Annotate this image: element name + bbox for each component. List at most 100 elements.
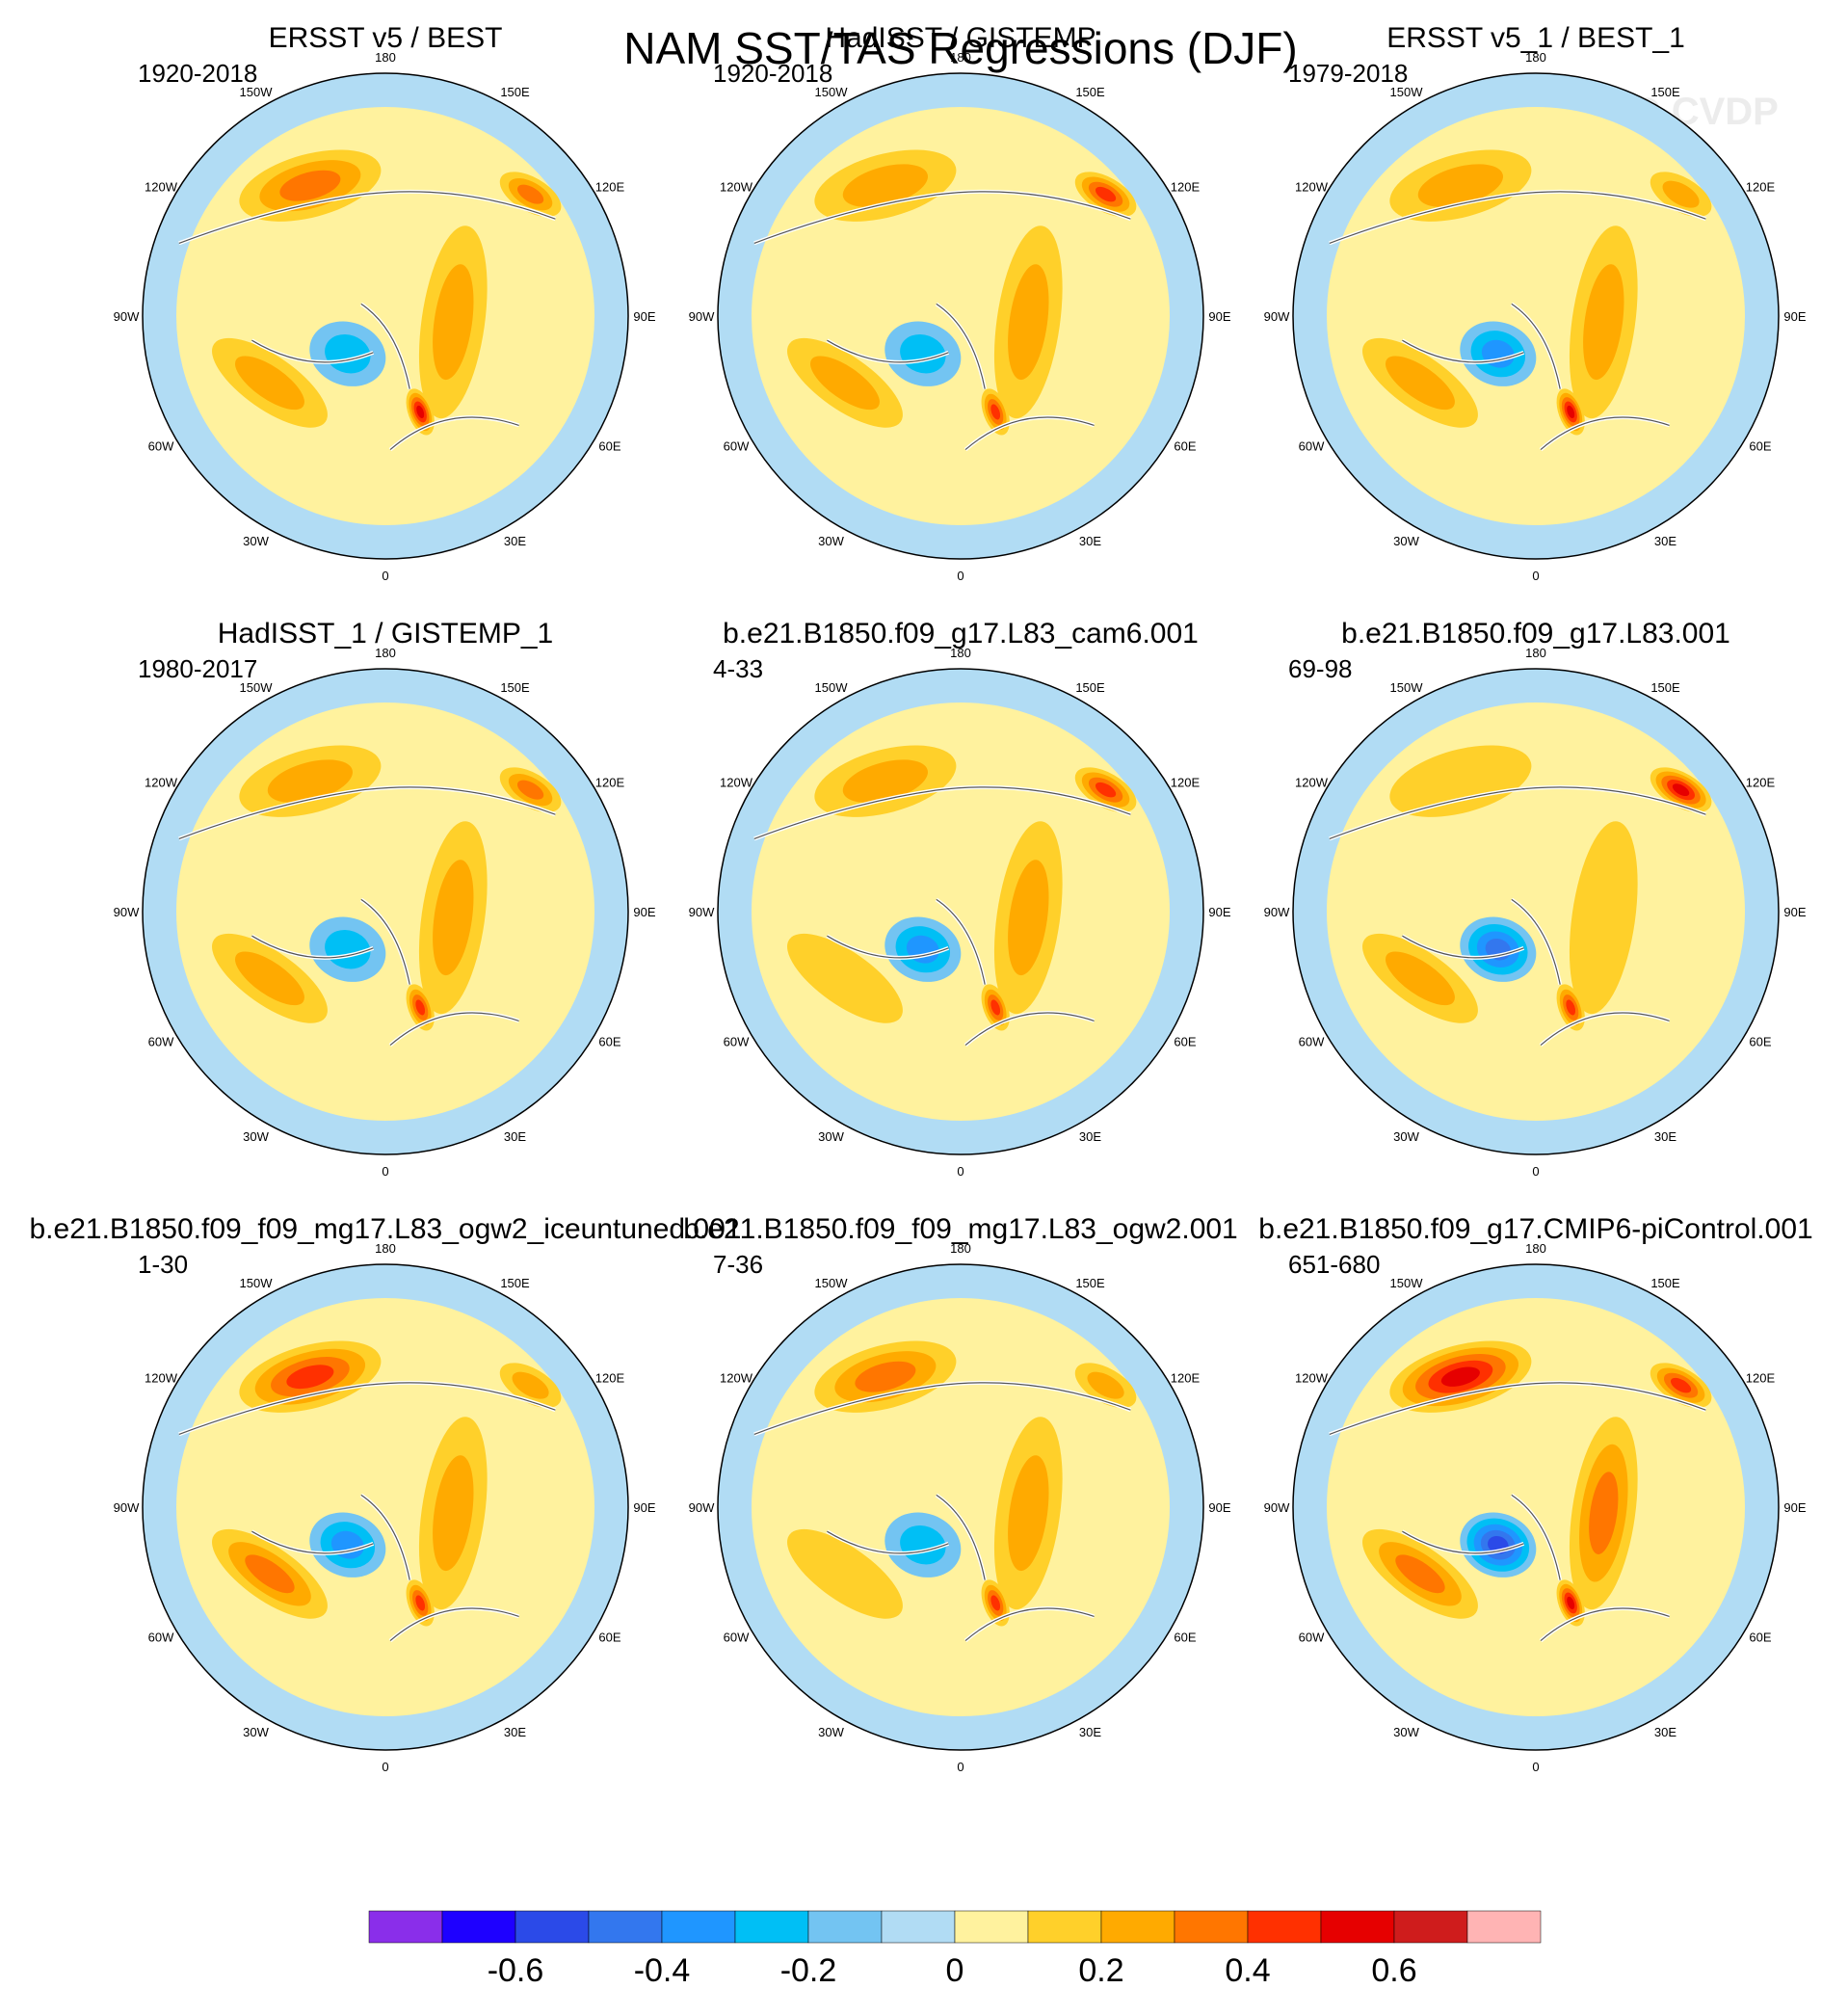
panel-title: b.e21.B1850.f09_g17.L83_cam6.001 bbox=[723, 618, 1199, 650]
panel-title: b.e21.B1850.f09_f09_mg17.L83_ogw2.001 bbox=[683, 1213, 1238, 1245]
map-panel: 180 150E 120E 90E 60E 30E 0 30W 60W 90W 120W 150W Ha… bbox=[689, 22, 1231, 583]
longitude-label: 60E bbox=[598, 439, 620, 454]
panel-years: 1980-2017 bbox=[138, 654, 257, 683]
panel-years: 1920-2018 bbox=[138, 59, 257, 88]
panel-title: HadISST_1 / GISTEMP_1 bbox=[218, 618, 553, 650]
longitude-label: 30E bbox=[1654, 1129, 1676, 1144]
map-panel: 180 150E 120E 90E 60E 30E 0 30W 60W 90W 120W 150W b.… bbox=[1258, 1213, 1812, 1774]
longitude-label: 30E bbox=[504, 1129, 526, 1144]
map-border bbox=[142, 72, 629, 560]
longitude-label: 180 bbox=[950, 1241, 971, 1256]
longitude-label: 60W bbox=[1299, 1631, 1325, 1645]
longitude-label: 120W bbox=[1295, 776, 1329, 790]
longitude-label: 120E bbox=[595, 776, 625, 790]
anomaly-contour bbox=[1569, 821, 1638, 1015]
longitude-label: 60E bbox=[1749, 439, 1771, 454]
map-panel: 180 150E 120E 90E 60E 30E 0 30W 60W 90W 120W 150W ER… bbox=[114, 22, 656, 583]
colorbar-swatch bbox=[515, 1910, 590, 1944]
colorbar-swatch bbox=[1320, 1910, 1395, 1944]
colorbar-swatch bbox=[954, 1910, 1029, 1944]
colorbar-swatch bbox=[1174, 1910, 1249, 1944]
longitude-label: 30W bbox=[818, 1725, 844, 1739]
longitude-label: 150E bbox=[500, 680, 530, 695]
coastline bbox=[753, 191, 1131, 451]
anomaly-contour bbox=[1417, 164, 1503, 208]
panel-years: 1979-2018 bbox=[1288, 59, 1408, 88]
longitude-label: 150E bbox=[1650, 680, 1680, 695]
colorbar-tick-label: -0.4 bbox=[634, 1952, 691, 1989]
longitude-label: 150E bbox=[500, 1276, 530, 1290]
anomaly-contour bbox=[990, 404, 1001, 420]
anomaly-contour bbox=[433, 264, 474, 381]
longitude-label: 60E bbox=[598, 1631, 620, 1645]
anomaly-contour bbox=[1095, 186, 1117, 202]
coastline bbox=[753, 786, 1131, 1047]
longitude-label: 120W bbox=[145, 776, 178, 790]
longitude-label: 120E bbox=[1171, 776, 1201, 790]
longitude-label: 90W bbox=[114, 905, 140, 919]
anomaly-contour bbox=[1440, 1366, 1480, 1387]
colorbar-swatch bbox=[368, 1910, 443, 1944]
longitude-label: 60W bbox=[148, 1035, 174, 1049]
longitude-label: 30E bbox=[1079, 1725, 1101, 1739]
longitude-label: 60W bbox=[148, 1631, 174, 1645]
map-panels: 180 150E 120E 90E 60E 30E 0 30W 60W 90W 120W 150W ER… bbox=[30, 22, 1813, 1774]
panel-title: HadISST / GISTEMP bbox=[825, 22, 1096, 54]
anomaly-contour bbox=[1386, 356, 1455, 411]
panel-title: ERSST v5 / BEST bbox=[269, 22, 503, 54]
longitude-label: 60E bbox=[1749, 1035, 1771, 1049]
longitude-label: 180 bbox=[375, 646, 396, 660]
anomaly-contour bbox=[516, 184, 544, 204]
coastline bbox=[178, 1382, 556, 1642]
colorbar-swatch bbox=[661, 1910, 736, 1944]
longitude-label: 150W bbox=[1390, 85, 1424, 99]
panel-title: b.e21.B1850.f09_f09_mg17.L83_ogw2_iceunt… bbox=[30, 1213, 742, 1245]
longitude-label: 30E bbox=[504, 534, 526, 548]
longitude-label: 0 bbox=[382, 569, 388, 583]
panel-years: 1920-2018 bbox=[713, 59, 832, 88]
longitude-label: 120E bbox=[1746, 776, 1776, 790]
colorbar-swatch bbox=[1393, 1910, 1468, 1944]
map-border bbox=[1292, 668, 1780, 1155]
anomaly-contour bbox=[1008, 860, 1049, 976]
colorbar-tick-label: 0 bbox=[946, 1952, 964, 1989]
longitude-label: 0 bbox=[1532, 1760, 1539, 1774]
longitude-label: 90E bbox=[1783, 309, 1806, 324]
anomaly-contour bbox=[1386, 951, 1455, 1006]
longitude-label: 120W bbox=[1295, 1371, 1329, 1386]
anomaly-contour bbox=[1566, 999, 1576, 1016]
anomaly-contour bbox=[1395, 1554, 1445, 1594]
regression-field bbox=[143, 669, 628, 1154]
anomaly-contour bbox=[286, 1365, 334, 1390]
anomaly-contour bbox=[1008, 264, 1049, 381]
longitude-label: 60W bbox=[724, 439, 750, 454]
panel-years: 651-680 bbox=[1288, 1250, 1380, 1279]
panel-title: ERSST v5_1 / BEST_1 bbox=[1386, 22, 1685, 54]
anomaly-contour bbox=[1095, 782, 1117, 798]
longitude-label: 60W bbox=[724, 1631, 750, 1645]
anomaly-contour bbox=[842, 759, 928, 804]
anomaly-contour bbox=[787, 1528, 903, 1619]
longitude-label: 150E bbox=[1075, 680, 1105, 695]
anomaly-contour bbox=[990, 1595, 1001, 1611]
colorbar-swatch bbox=[734, 1910, 809, 1944]
anomaly-contour bbox=[433, 860, 474, 976]
colorbar-swatch bbox=[1247, 1910, 1322, 1944]
colorbar-swatch bbox=[881, 1910, 956, 1944]
longitude-label: 0 bbox=[957, 1760, 964, 1774]
longitude-label: 30W bbox=[1393, 534, 1419, 548]
map-panel: 180 150E 120E 90E 60E 30E 0 30W 60W 90W 120W 150W Ha… bbox=[114, 618, 656, 1179]
longitude-label: 150W bbox=[1390, 1276, 1424, 1290]
longitude-label: 90W bbox=[1264, 309, 1290, 324]
longitude-label: 30E bbox=[1654, 534, 1676, 548]
longitude-label: 150W bbox=[815, 85, 849, 99]
longitude-label: 120W bbox=[145, 180, 178, 195]
longitude-label: 0 bbox=[382, 1164, 388, 1179]
anomaly-contour bbox=[1389, 745, 1532, 817]
regression-field bbox=[718, 1264, 1203, 1750]
anomaly-contour bbox=[245, 1554, 295, 1594]
anomaly-contour bbox=[415, 1595, 426, 1611]
longitude-label: 30E bbox=[1079, 534, 1101, 548]
longitude-label: 120W bbox=[720, 180, 753, 195]
